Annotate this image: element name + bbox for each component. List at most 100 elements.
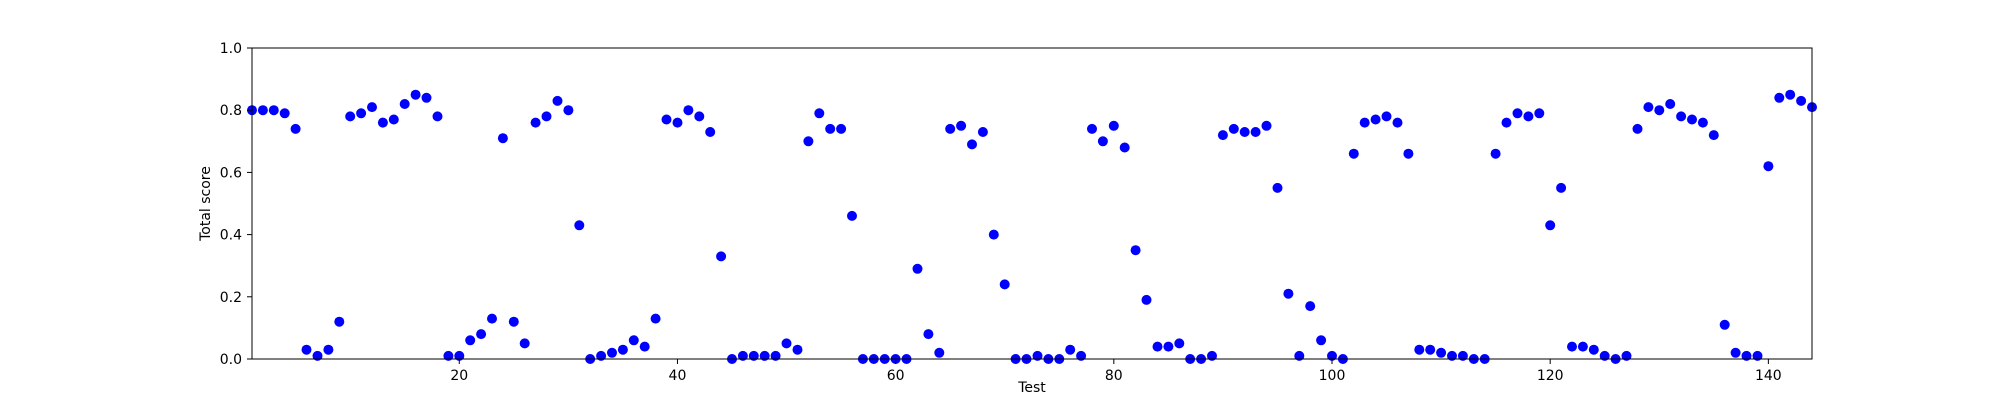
x-tick-label: 140: [1755, 368, 1782, 384]
data-point: [825, 123, 836, 134]
data-point: [1665, 99, 1676, 109]
data-point: [1599, 350, 1610, 361]
data-point: [530, 117, 541, 128]
plot-area-frame: [251, 47, 1813, 360]
data-point: [1785, 89, 1796, 100]
data-point: [617, 344, 628, 355]
data-point: [1632, 123, 1643, 134]
data-point: [1119, 142, 1130, 153]
data-point: [1774, 92, 1785, 103]
data-point: [1752, 350, 1763, 361]
data-point: [1425, 344, 1436, 355]
data-point: [639, 341, 650, 352]
data-point: [770, 350, 781, 361]
data-point: [934, 347, 945, 358]
data-point: [345, 111, 356, 122]
data-point: [999, 279, 1010, 290]
x-tick-label: 120: [1537, 368, 1564, 384]
data-point: [1152, 341, 1163, 352]
data-point: [694, 111, 705, 122]
data-point: [377, 117, 388, 128]
data-point: [574, 220, 585, 231]
data-point: [301, 344, 312, 355]
data-point: [1141, 294, 1152, 305]
data-point: [1359, 117, 1370, 128]
data-point: [1457, 350, 1468, 361]
data-point: [1174, 338, 1185, 349]
data-point: [1534, 108, 1545, 119]
data-point: [432, 111, 443, 122]
data-point: [1588, 344, 1599, 355]
data-point: [1076, 350, 1087, 361]
data-point: [607, 347, 617, 358]
y-tick-label: 1.0: [220, 41, 242, 57]
data-point: [1207, 350, 1217, 361]
y-tick-label: 0.4: [220, 228, 242, 244]
data-point: [497, 133, 508, 144]
data-point: [1697, 117, 1708, 128]
data-point: [1621, 350, 1632, 361]
data-point: [476, 329, 487, 340]
data-point: [759, 350, 770, 361]
data-point: [650, 313, 661, 324]
data-point: [1087, 123, 1097, 134]
data-point: [1348, 148, 1359, 159]
y-tick-label: 0.6: [220, 165, 242, 181]
data-point: [1490, 148, 1501, 159]
data-point: [1032, 350, 1043, 361]
data-point: [454, 350, 465, 361]
data-point: [967, 139, 977, 150]
data-point: [628, 335, 639, 346]
data-point: [1327, 350, 1337, 361]
data-point: [1763, 161, 1774, 172]
data-point: [1436, 347, 1447, 358]
data-point: [1567, 341, 1577, 352]
data-point: [1294, 350, 1305, 361]
data-point: [956, 120, 967, 131]
data-point: [388, 114, 399, 125]
data-point: [421, 92, 432, 103]
data-point: [1305, 301, 1316, 312]
data-point: [410, 89, 421, 100]
data-point: [672, 117, 683, 128]
data-point: [1250, 127, 1261, 137]
data-point: [716, 251, 727, 262]
data-point: [1272, 182, 1283, 193]
data-point: [792, 344, 803, 355]
data-point: [356, 108, 367, 119]
data-point: [443, 350, 454, 361]
data-point: [1163, 341, 1174, 352]
y-axis-ticks: 0.0 0.2 0.4 0.6 0.8 1.0: [220, 41, 252, 368]
data-point: [977, 127, 988, 137]
y-axis-label: Total score: [198, 166, 214, 242]
data-point: [268, 105, 279, 116]
data-point: [912, 263, 923, 274]
data-point: [323, 344, 334, 355]
data-point: [814, 108, 825, 119]
y-tick-label: 0.8: [220, 103, 242, 119]
data-point: [1381, 111, 1392, 122]
data-point: [988, 229, 999, 240]
data-point: [279, 108, 290, 119]
data-point: [1228, 123, 1239, 134]
data-point: [596, 350, 607, 361]
data-point: [1577, 341, 1588, 352]
data-point: [737, 350, 748, 361]
data-point: [923, 329, 934, 340]
data-point: [748, 350, 759, 361]
data-point: [552, 95, 563, 106]
data-point: [1447, 350, 1457, 361]
y-tick-label: 0.0: [220, 352, 242, 368]
data-point: [399, 99, 410, 109]
x-axis-ticks: 20 40 60 80 100 120 140: [450, 359, 1782, 384]
data-point: [803, 136, 814, 147]
data-point: [705, 127, 716, 137]
data-point: [290, 123, 301, 134]
data-point: [1654, 105, 1665, 116]
data-point: [367, 102, 377, 113]
x-tick-label: 80: [1105, 368, 1123, 384]
data-point: [1097, 136, 1108, 147]
data-point: [1523, 111, 1534, 122]
